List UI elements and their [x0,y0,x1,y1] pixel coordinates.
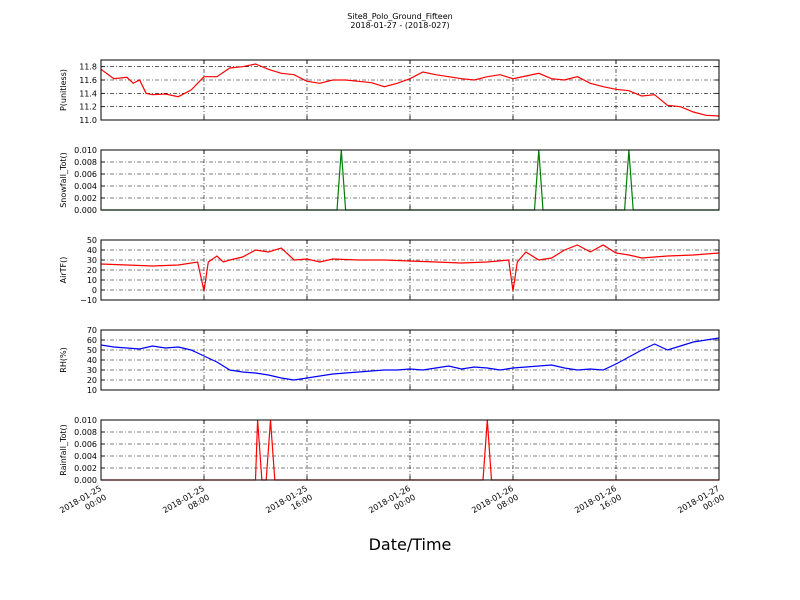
x-tick-label: 2018-01-2608:00 [470,484,520,524]
panel-5: 0.000 0.002 0.004 0.006 0.008 0.010 Rainfall_T… [59,416,720,485]
y-tick-label: 0.002 [74,464,97,473]
y-tick-label: 10 [87,276,97,285]
y-tick-label: 50 [87,236,97,245]
y-tick-label: 11.0 [79,116,97,125]
y-tick-label: 0.010 [74,416,97,425]
y-tick-label: 10 [87,386,97,395]
y-tick-label: 0.008 [74,158,97,167]
y-tick-label: 11.2 [79,103,97,112]
y-tick-label: 11.8 [79,63,97,72]
y-tick-label: 0.008 [74,428,97,437]
y-axis-label: Rainfall_Tot() [59,424,68,476]
y-tick-label: 40 [87,356,97,365]
y-tick-label: 0.010 [74,146,97,155]
y-tick-label: 11.4 [79,89,97,98]
y-tick-label: 20 [87,376,97,385]
y-tick-label: 0.002 [74,194,97,203]
y-tick-label: 50 [87,346,97,355]
chart-subtitle: 2018-01-27 - (2018-027) [350,21,450,30]
y-tick-label: 0.000 [74,476,97,485]
series-line [100,63,720,117]
y-tick-label: 0 [92,286,97,295]
panel-2: 0.000 0.002 0.004 0.006 0.008 0.010 Snowfall_T… [59,146,720,215]
x-tick-label: 2018-01-2700:00 [676,484,726,524]
x-axis-label: Date/Time [369,535,452,554]
series-line [100,337,720,381]
y-tick-label: 0.006 [74,440,97,449]
chart-title: Site8_Polo_Ground_Fifteen [347,12,453,21]
x-tick-label: 2018-01-2508:00 [161,484,211,524]
series-line [100,244,720,292]
y-tick-label: 60 [87,336,97,345]
y-axis-label: AirTF() [59,257,68,284]
y-tick-label: 0.004 [74,452,97,461]
y-axis-label: RH(%) [59,347,68,372]
y-tick-label: 30 [87,366,97,375]
y-axis-label: P(unitless) [59,69,68,111]
x-tick-label: 2018-01-2600:00 [367,484,417,524]
y-tick-label: 0.004 [74,182,97,191]
y-tick-label: −10 [80,296,97,305]
y-tick-label: 40 [87,246,97,255]
x-tick-label: 2018-01-2616:00 [573,484,623,524]
x-tick-label: 2018-01-2516:00 [264,484,314,524]
y-tick-label: 20 [87,266,97,275]
y-tick-label: 30 [87,256,97,265]
y-tick-label: 0.006 [74,170,97,179]
y-tick-label: 11.6 [79,76,97,85]
y-tick-label: 0.000 [74,206,97,215]
y-axis-label: Snowfall_Tot() [59,152,68,208]
y-tick-label: 70 [87,326,97,335]
panel-1: 11.0 11.2 11.4 11.6 11.8 P(unitless) [59,59,720,125]
x-tick-label: 2018-01-2500:00 [58,484,108,524]
